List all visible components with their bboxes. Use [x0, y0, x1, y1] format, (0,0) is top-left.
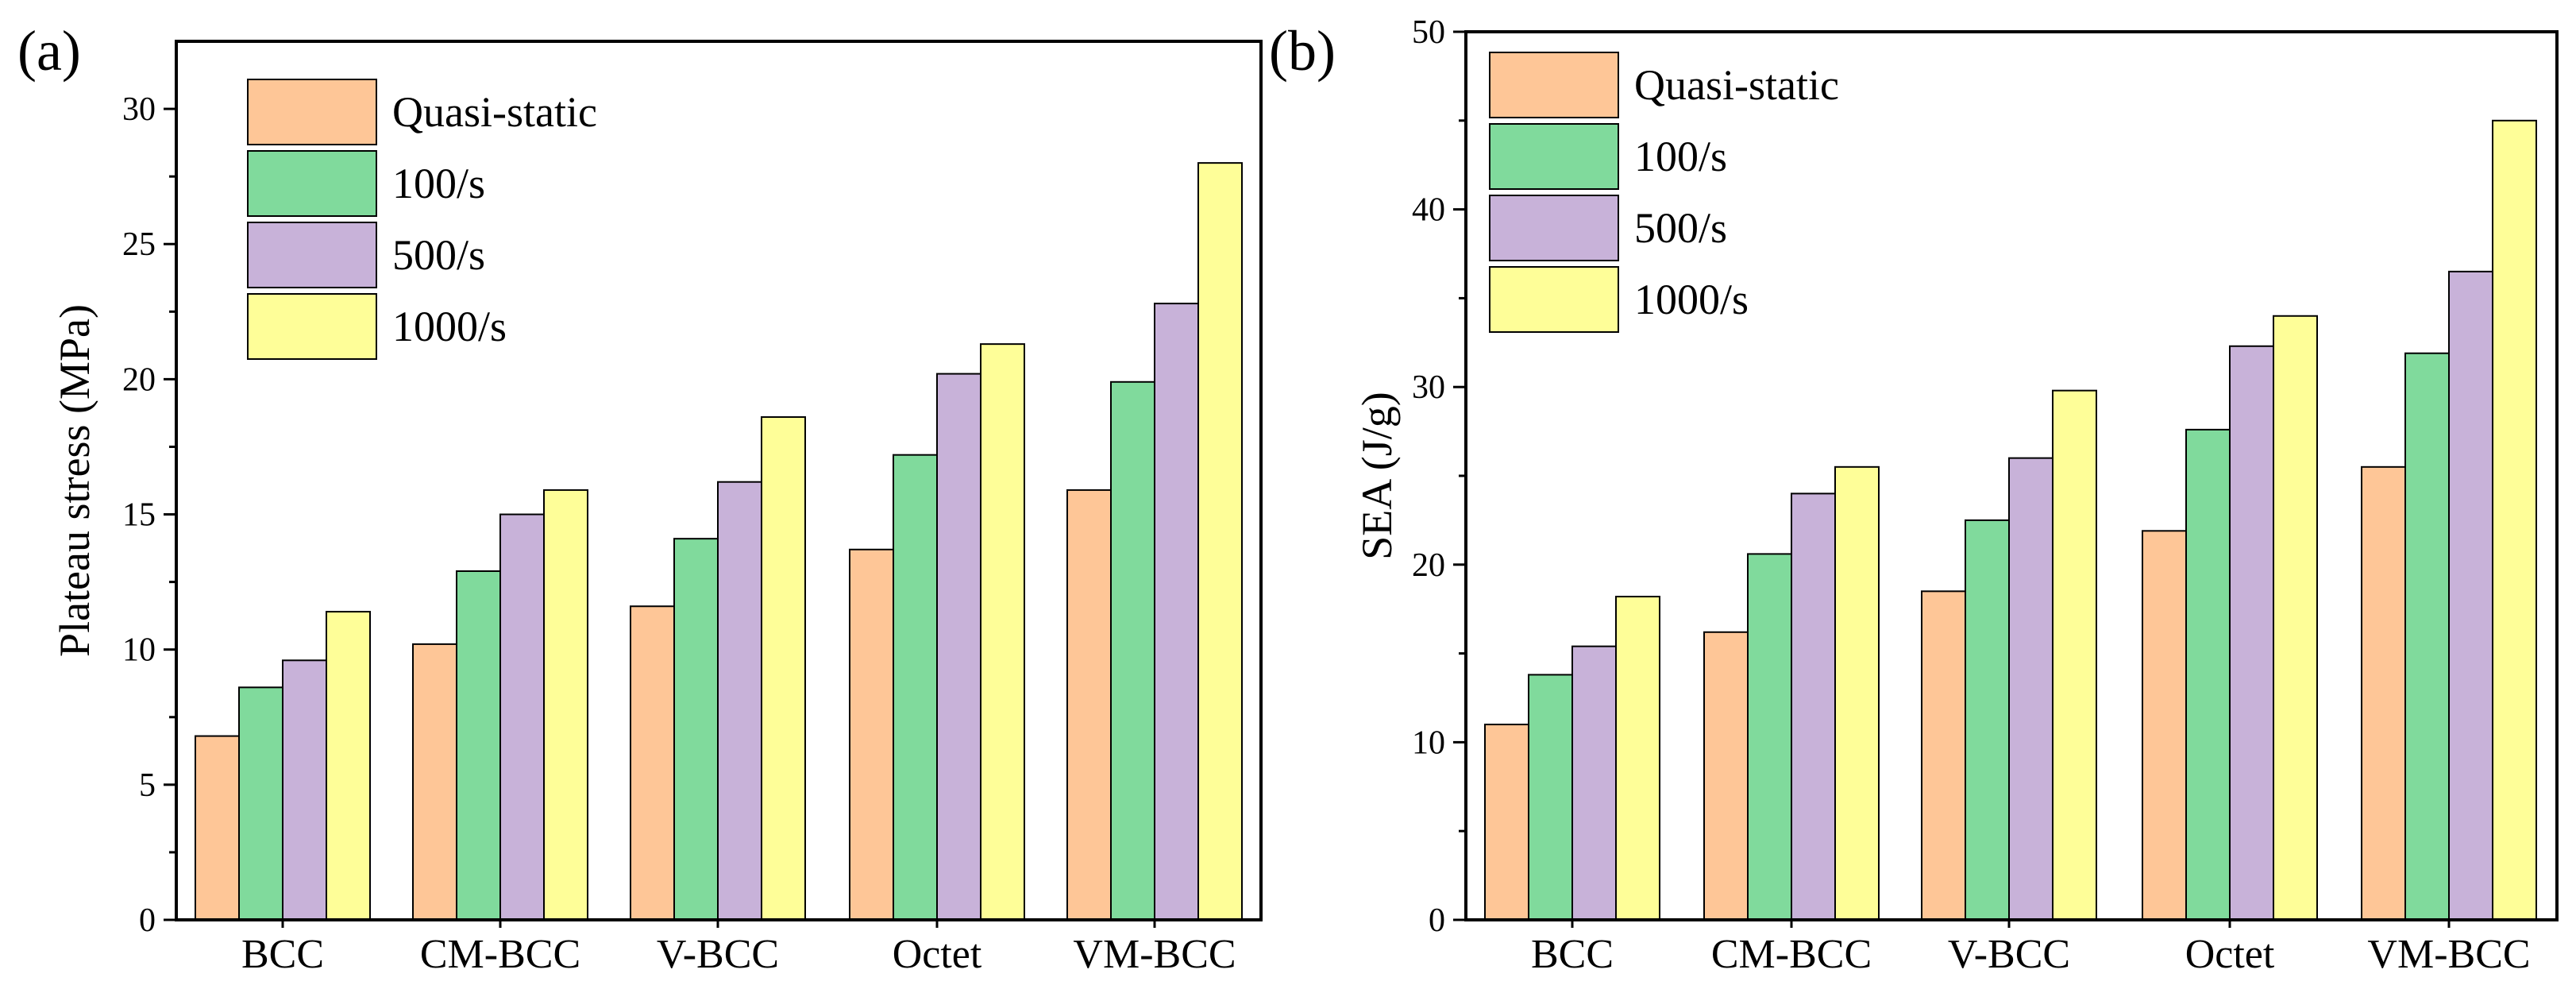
bar-bcc-500-s: [282, 659, 327, 921]
legend-label: Quasi-static: [392, 88, 597, 136]
bar-bcc-1000-s: [326, 611, 371, 921]
y-tick-label: 15: [122, 497, 156, 534]
bar-vm-bcc-quasi-static: [2361, 465, 2406, 921]
bar-vm-bcc-500-s: [2448, 270, 2493, 921]
legend-label: 100/s: [1634, 133, 1727, 180]
bar-vm-bcc-100-s: [1110, 380, 1155, 921]
bar-vm-bcc-500-s: [1154, 303, 1199, 921]
y-tick-label: 20: [122, 361, 156, 398]
bar-octet-100-s: [893, 454, 938, 921]
bar-octet-1000-s: [2273, 315, 2318, 921]
bar-v-bcc-quasi-static: [1921, 590, 1966, 921]
y-tick-label: 50: [1412, 14, 1445, 51]
bar-cm-bcc-100-s: [1747, 553, 1792, 921]
legend-swatch: [1489, 123, 1619, 190]
legend-label: 500/s: [392, 231, 485, 279]
chart-panel-b: 0 10 20 30 40 50 BCC CM-BCC V-BCC Octet VM-BCC SEA …: [1269, 14, 2559, 977]
x-tick-label: V-BCC: [1948, 932, 2070, 977]
bar-bcc-100-s: [238, 686, 283, 921]
y-tick-label: 10: [1412, 724, 1445, 761]
bar-octet-100-s: [2185, 428, 2231, 921]
x-tick-label: V-BCC: [657, 932, 779, 977]
bar-v-bcc-500-s: [717, 481, 762, 921]
legend-label: Quasi-static: [1634, 61, 1839, 109]
legend-label: 500/s: [1634, 204, 1727, 252]
x-tick-label: CM-BCC: [420, 932, 580, 977]
bar-vm-bcc-1000-s: [1197, 162, 1243, 921]
bar-octet-1000-s: [980, 343, 1025, 921]
legend: Quasi-static 100/s 500/s 1000/s: [1489, 52, 1839, 333]
legend-label: 100/s: [392, 160, 485, 207]
bar-v-bcc-1000-s: [2052, 389, 2097, 921]
y-tick-label: 40: [1412, 192, 1445, 229]
bar-bcc-1000-s: [1615, 596, 1660, 921]
bar-bcc-quasi-static: [1484, 724, 1529, 921]
legend: Quasi-static 100/s 500/s 1000/s: [247, 79, 597, 360]
chart-panel-a: 0 5 10 15 20 25 30 BCC CM-BCC V-BCC Octet VM-BCC Pla…: [17, 19, 1263, 977]
x-tick-label: VM-BCC: [1073, 932, 1236, 977]
y-tick-label: 0: [1429, 902, 1445, 939]
bar-octet-quasi-static: [849, 548, 894, 921]
x-tick-label: BCC: [241, 932, 324, 977]
y-tick-label: 25: [122, 226, 156, 263]
bar-octet-500-s: [936, 373, 981, 921]
y-tick-label: 30: [1412, 369, 1445, 406]
y-tick-label: 5: [139, 767, 156, 804]
bar-cm-bcc-quasi-static: [1703, 631, 1749, 921]
x-tick-label: Octet: [2185, 932, 2275, 977]
x-tick-label: VM-BCC: [2367, 932, 2530, 977]
y-axis-title: SEA (J/g): [1353, 392, 1401, 560]
x-tick-label: Octet: [893, 932, 982, 977]
legend-swatch: [1489, 266, 1619, 333]
bar-bcc-100-s: [1528, 674, 1573, 921]
bar-cm-bcc-1000-s: [1834, 465, 1880, 921]
panel-label: (a): [17, 19, 81, 83]
x-tick-label: BCC: [1531, 932, 1614, 977]
legend-label: 1000/s: [392, 303, 507, 350]
bar-v-bcc-500-s: [2008, 457, 2053, 921]
bar-bcc-500-s: [1571, 645, 1617, 921]
bar-v-bcc-100-s: [1965, 519, 2010, 921]
x-tick-label: CM-BCC: [1711, 932, 1872, 977]
bar-vm-bcc-1000-s: [2492, 119, 2537, 921]
legend-swatch: [247, 79, 377, 145]
y-tick-label: 0: [139, 902, 156, 939]
bar-cm-bcc-500-s: [1791, 492, 1836, 921]
bar-vm-bcc-100-s: [2404, 352, 2450, 921]
bar-bcc-quasi-static: [195, 735, 240, 921]
bar-octet-500-s: [2229, 345, 2274, 921]
legend-swatch: [247, 150, 377, 217]
legend-swatch: [1489, 195, 1619, 261]
bar-cm-bcc-100-s: [456, 570, 501, 921]
bar-cm-bcc-quasi-static: [412, 643, 457, 921]
y-tick-label: 20: [1412, 547, 1445, 584]
bar-cm-bcc-500-s: [499, 513, 545, 921]
bar-v-bcc-quasi-static: [630, 605, 675, 921]
legend-swatch: [247, 222, 377, 288]
legend-swatch: [1489, 52, 1619, 118]
bar-vm-bcc-quasi-static: [1066, 489, 1112, 921]
bar-cm-bcc-1000-s: [543, 489, 588, 921]
legend-swatch: [247, 293, 377, 360]
bar-v-bcc-1000-s: [761, 416, 806, 921]
legend-label: 1000/s: [1634, 276, 1749, 323]
bar-v-bcc-100-s: [673, 538, 719, 921]
y-tick-label: 10: [122, 632, 156, 669]
y-tick-label: 30: [122, 91, 156, 128]
bar-octet-quasi-static: [2142, 530, 2187, 921]
y-axis-title: Plateau stress (MPa): [51, 304, 98, 657]
panel-label: (b): [1269, 19, 1336, 83]
